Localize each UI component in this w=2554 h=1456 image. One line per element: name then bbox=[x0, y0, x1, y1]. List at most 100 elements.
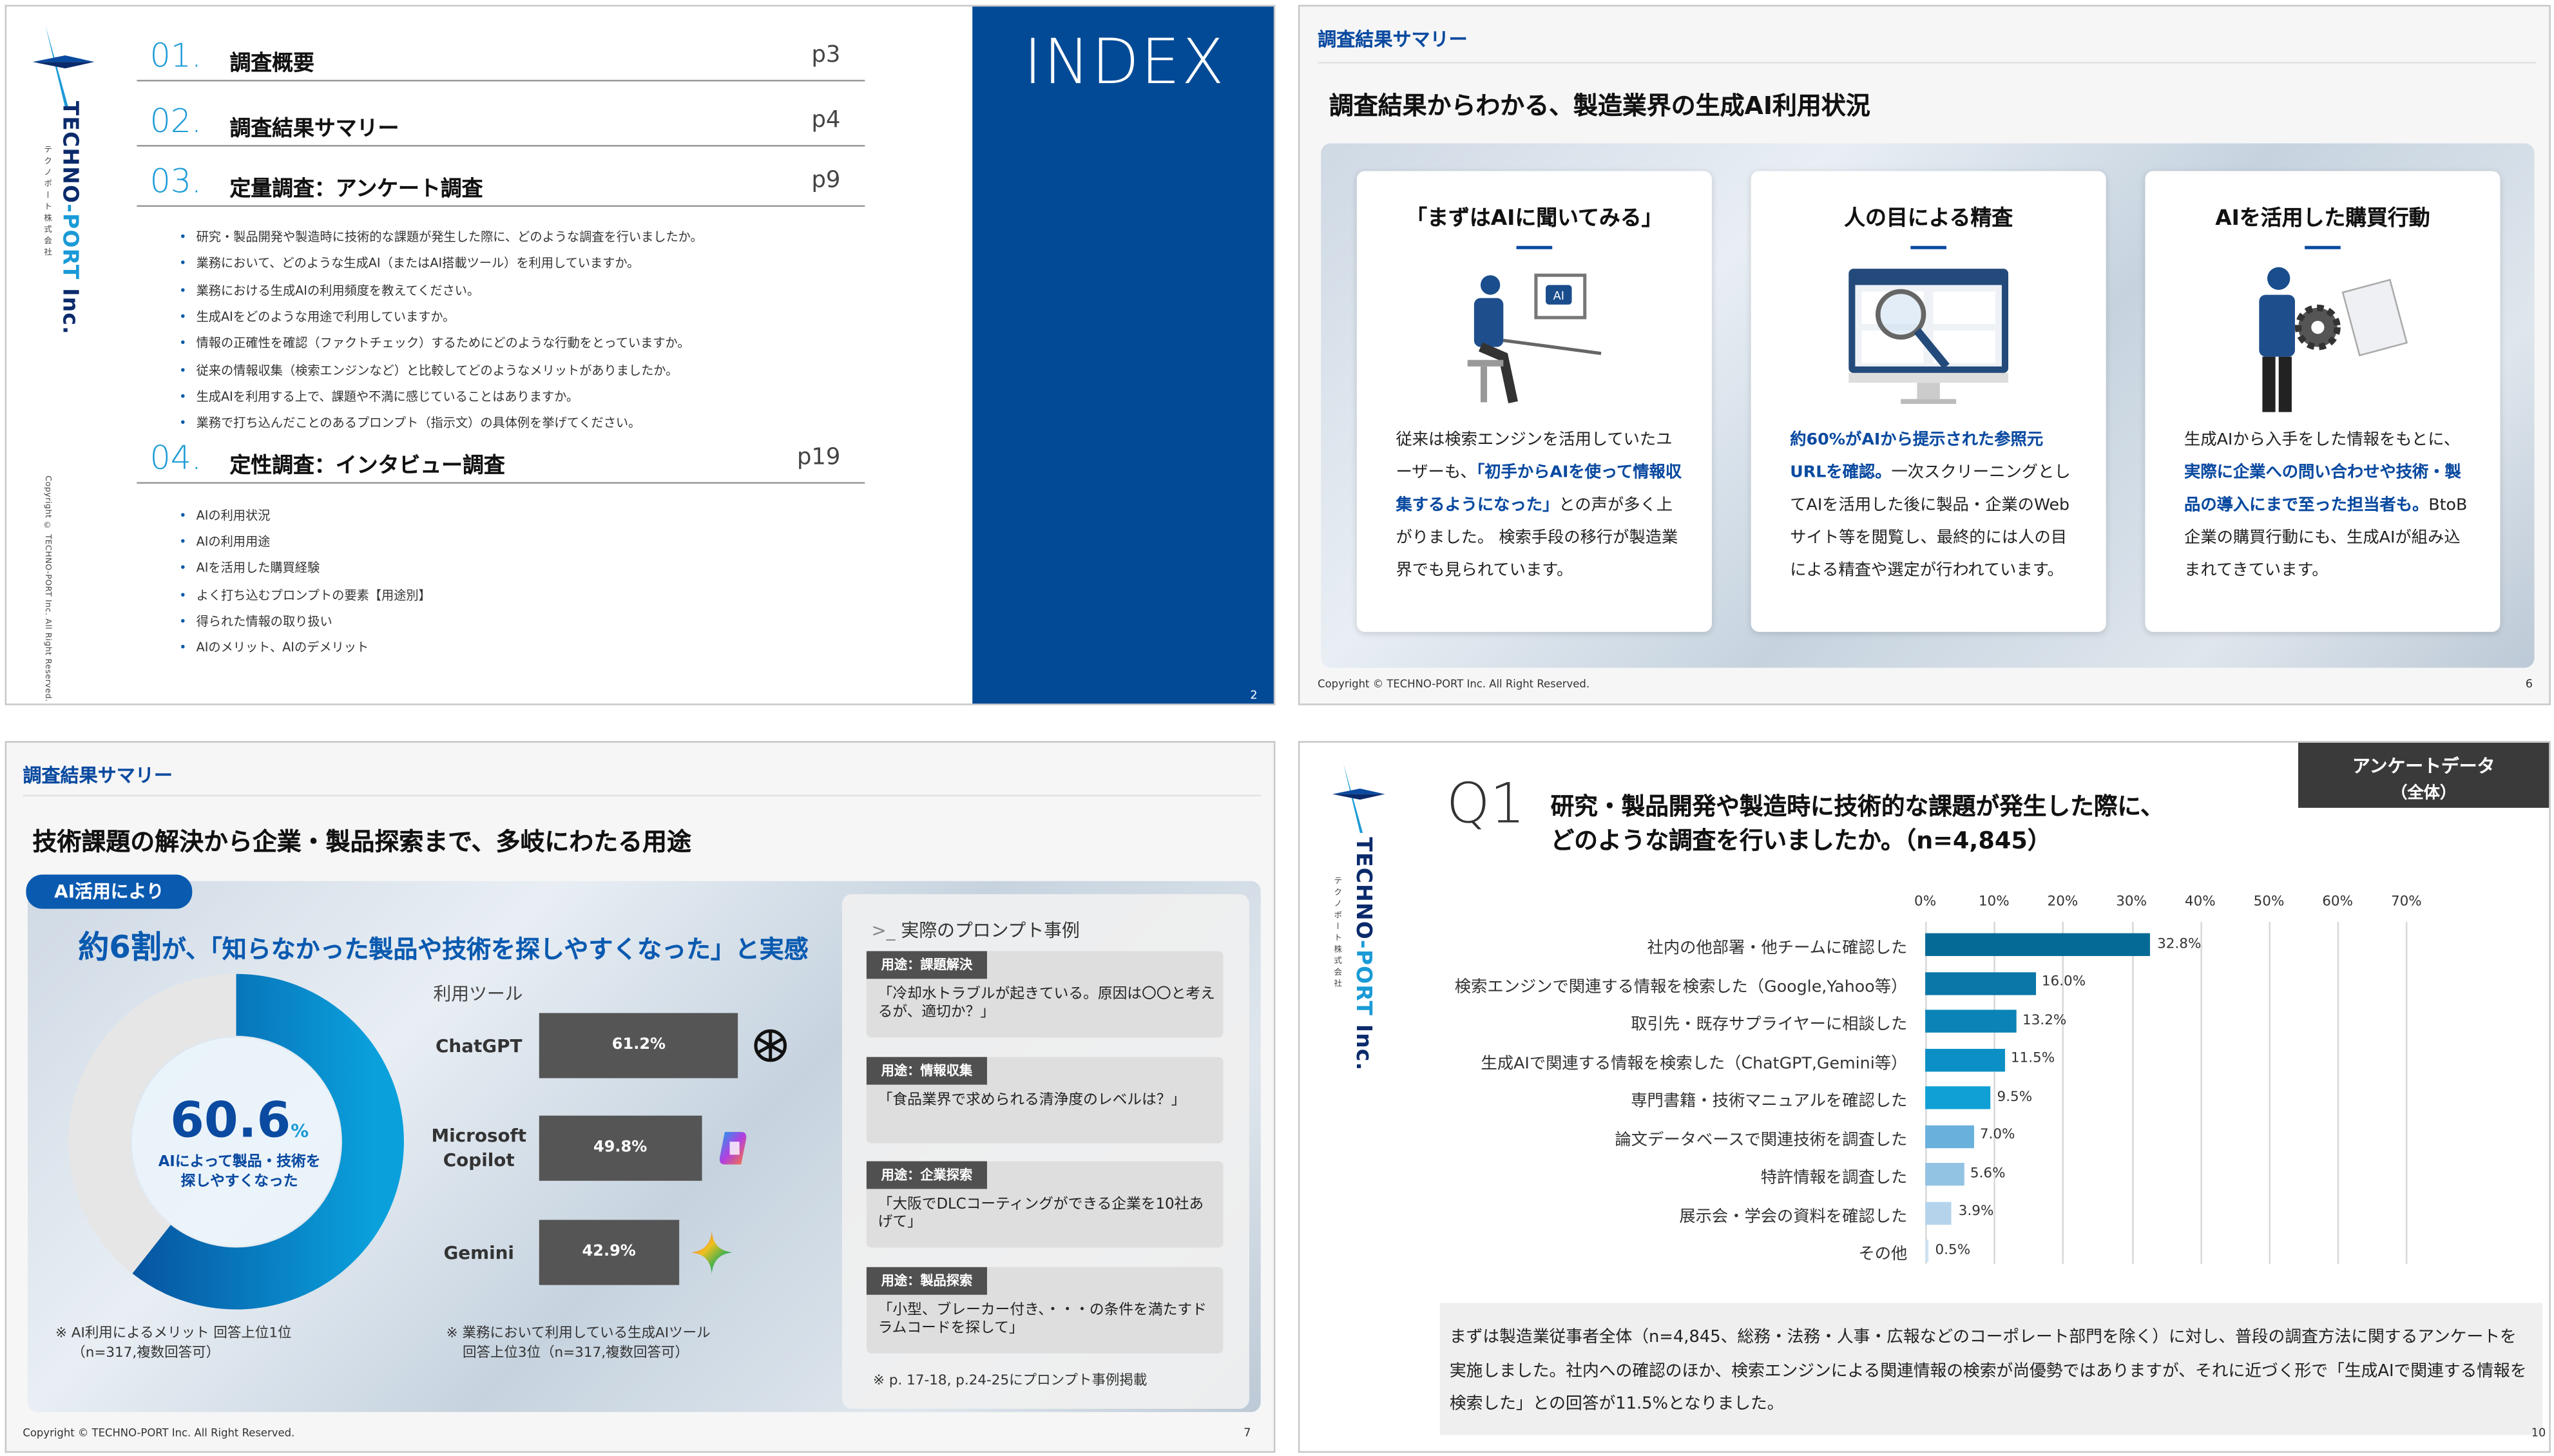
section-page: p3 bbox=[811, 42, 841, 69]
bar bbox=[1925, 1124, 1973, 1147]
bullet-item: 業務で打ち込んだことのあるプロンプト（指示文）の具体例を挙げてください。 bbox=[179, 414, 641, 432]
section-title[interactable]: 定性調査：インタビュー調査 bbox=[229, 454, 505, 479]
section-page: p9 bbox=[811, 168, 841, 194]
bar-value-label: 9.5% bbox=[1997, 1088, 2033, 1106]
donut-center bbox=[131, 1037, 341, 1246]
section-number: 04. bbox=[149, 438, 202, 477]
category-label: 生成AIで関連する情報を検索した（ChatGPT,Gemini等） bbox=[1481, 1054, 1908, 1073]
bar-value-label: 3.9% bbox=[1958, 1203, 1994, 1220]
slide-title: 調査結果からわかる、製造業界の生成AI利用状況 bbox=[1329, 91, 1870, 121]
tool-name: Gemini bbox=[443, 1242, 514, 1264]
section-label: 調査結果サマリー bbox=[1318, 27, 1468, 51]
gridline bbox=[1993, 921, 1996, 1264]
ai-badge: AI活用により bbox=[26, 874, 193, 909]
card-accent-divider bbox=[1516, 245, 1553, 249]
card-accent-divider bbox=[1910, 245, 1946, 249]
prompt-case: 用途：製品探索 「小型、ブレーカー付き、・・・の条件を満たすドラムコードを探して」 bbox=[866, 1266, 1224, 1353]
techno-port-logo-icon bbox=[32, 26, 95, 108]
summary-text: まずは製造業従事者全体（n=4,845、総務・法務・人事・広報などのコーポレート… bbox=[1449, 1328, 2527, 1414]
section-title[interactable]: 調査概要 bbox=[229, 52, 314, 77]
gridline bbox=[2062, 921, 2064, 1264]
tools-label: 利用ツール bbox=[433, 983, 523, 1005]
bullet-item: AIの利用用途 bbox=[179, 533, 271, 551]
card-title: 人の目による精査 bbox=[1844, 207, 2013, 231]
prompt-case: 用途：企業探索 「大阪でDLCコーティングができる企業を10社あげて」 bbox=[866, 1161, 1224, 1248]
case-tag: 用途：課題解決 bbox=[866, 951, 987, 979]
bullet-item: AIの利用状況 bbox=[179, 506, 271, 524]
bar-value-label: 5.6% bbox=[1970, 1165, 2006, 1182]
worker-gear-purchase-order-icon bbox=[2227, 262, 2419, 416]
donut-label: 60.6% AIによって製品・技術を探しやすくなった bbox=[158, 1093, 321, 1191]
divider bbox=[23, 794, 1261, 797]
bar bbox=[1925, 933, 2151, 956]
bullet-item: 従来の情報収集（検索エンジンなど）と比較してどのようなメリットがありましたか。 bbox=[179, 361, 678, 379]
cases-note: ※ p. 17-18, p.24-25にプロンプト事例掲載 bbox=[873, 1373, 1147, 1390]
tool-bar: 61.2% bbox=[539, 1013, 739, 1078]
summary-card: 「まずはAIに聞いてみる」 AI 従来は検索エンジンを活用していたユーザーも、「初手… bbox=[1356, 171, 1712, 632]
axis-tick-label: 0% bbox=[1914, 894, 1937, 911]
category-label: 専門書籍・技術マニュアルを確認した bbox=[1631, 1093, 1908, 1111]
bullet-item: 業務において、どのような生成AI（またはAI搭載ツール）を利用していますか。 bbox=[179, 254, 640, 273]
brand-kana: テクノポート株式会社 bbox=[42, 144, 52, 259]
page-number: 6 bbox=[2525, 677, 2533, 691]
bar bbox=[1925, 1201, 1952, 1224]
donut-chart bbox=[68, 973, 404, 1310]
section-divider bbox=[137, 144, 865, 147]
section-title[interactable]: 定量調査：アンケート調査 bbox=[229, 177, 483, 202]
card-accent-divider bbox=[2305, 245, 2341, 249]
page-number: 7 bbox=[1243, 1426, 1251, 1440]
copyright: Copyright © TECHNO-PORT Inc. All Right R… bbox=[1318, 677, 1590, 691]
headline: 約6割が、「知らなかった製品や技術を探しやすくなった」と実感 bbox=[78, 930, 809, 966]
bar-value-label: 16.0% bbox=[2041, 973, 2086, 991]
card-text: 生成AIから入手をした情報をもとに、実際に企業への問い合わせや技術・製品の導入に… bbox=[2184, 425, 2471, 588]
brand-vertical-name: TECHNO-PORT Inc. bbox=[1350, 837, 1375, 1071]
bar-value-label: 32.8% bbox=[2157, 935, 2202, 952]
gridline bbox=[2200, 921, 2202, 1264]
category-label: 検索エンジンで関連する情報を検索した（Google,Yahoo等） bbox=[1454, 978, 1908, 996]
bar-value-label: 7.0% bbox=[1979, 1127, 2015, 1144]
section-title[interactable]: 調査結果サマリー bbox=[229, 117, 399, 142]
highlight-text: 約60%がAIから提示された参照元URLを確認。 bbox=[1790, 431, 2044, 483]
axis-tick-label: 40% bbox=[2184, 894, 2216, 911]
index-panel: INDEX 2 bbox=[972, 6, 1274, 704]
section-label: 調査結果サマリー bbox=[23, 763, 173, 787]
index-title: INDEX bbox=[1023, 26, 1226, 98]
slide-summary-usage[interactable]: 調査結果サマリー 技術課題の解決から企業・製品探索まで、多岐にわたる用途 AI活… bbox=[5, 741, 1276, 1453]
axis-tick-label: 70% bbox=[2390, 894, 2422, 911]
bullet-item: 得られた情報の取り扱い bbox=[179, 612, 332, 630]
prompt-panel-title: >_ 実際のプロンプト事例 bbox=[871, 920, 1080, 942]
bar bbox=[1925, 1239, 1929, 1263]
terminal-prompt-icon: >_ bbox=[871, 920, 901, 942]
brand-kana: テクノポート株式会社 bbox=[1332, 876, 1343, 991]
bar-value-label: 11.5% bbox=[2010, 1050, 2055, 1067]
highlight-text: 実際に企業への問い合わせや技術・製品の導入にまで至った担当者も。 bbox=[2184, 464, 2461, 515]
gridline bbox=[2269, 921, 2271, 1264]
bullet-item: よく打ち込むプロンプトの要素【用途別】 bbox=[179, 586, 431, 604]
case-text: 「小型、ブレーカー付き、・・・の条件を満たすドラムコードを探して」 bbox=[878, 1302, 1207, 1337]
card-title: AIを活用した購買行動 bbox=[2215, 207, 2430, 231]
case-tag: 用途：企業探索 bbox=[866, 1161, 987, 1189]
body-text: 従来は検索エンジンを活用していたユーザーも、 bbox=[1396, 431, 1673, 483]
card-title: 「まずはAIに聞いてみる」 bbox=[1406, 207, 1663, 231]
axis-tick-label: 30% bbox=[2116, 894, 2147, 911]
section-divider bbox=[137, 205, 865, 207]
tool-bar: 42.9% bbox=[539, 1220, 679, 1285]
gridline bbox=[2338, 921, 2339, 1264]
slide-index[interactable]: TECHNO-PORT Inc. テクノポート株式会社 Copyright © … bbox=[5, 5, 1276, 705]
body-text: 生成AIから入手をした情報をもとに、 bbox=[2184, 431, 2461, 450]
section-number: 02. bbox=[149, 101, 202, 140]
question-text: 研究・製品開発や製造時に技術的な課題が発生した際に、 どのような調査を行いましたか… bbox=[1550, 794, 2164, 856]
case-text: 「食品業界で求められる清浄度のレベルは？」 bbox=[878, 1092, 1186, 1109]
slide-summary-cards[interactable]: 調査結果サマリー 調査結果からわかる、製造業界の生成AI利用状況 「まずはAIに… bbox=[1298, 5, 2551, 705]
case-tag: 用途：情報収集 bbox=[866, 1056, 987, 1084]
card-text: 約60%がAIから提示された参照元URLを確認。一次スクリーニングとしてAIを活… bbox=[1790, 425, 2077, 588]
note-left: ※ AI利用によるメリット 回答上位1位 （n=317,複数回答可） bbox=[55, 1325, 292, 1362]
copilot-icon bbox=[711, 1126, 757, 1171]
body-text: 一次スクリーニングとしてAIを活用した後に製品・企業のWebサイト等を閲覧し、最… bbox=[1790, 464, 2071, 580]
bullet-item: 情報の正確性を確認（ファクトチェック）するためにどのような行動をとっていますか。 bbox=[179, 334, 690, 352]
bullet-item: 業務における生成AIの利用頻度を教えてください。 bbox=[179, 281, 480, 299]
survey-data-tag: アンケートデータ （全体） bbox=[2298, 742, 2549, 808]
bullet-item: 研究・製品開発や製造時に技術的な課題が発生した際に、どのような調査を行いましたか… bbox=[179, 228, 703, 246]
brand-vertical-name: TECHNO-PORT Inc. bbox=[57, 101, 82, 335]
slide-q1[interactable]: TECHNO-PORT Inc. テクノポート株式会社 Q1 研究・製品開発や製… bbox=[1298, 741, 2551, 1453]
